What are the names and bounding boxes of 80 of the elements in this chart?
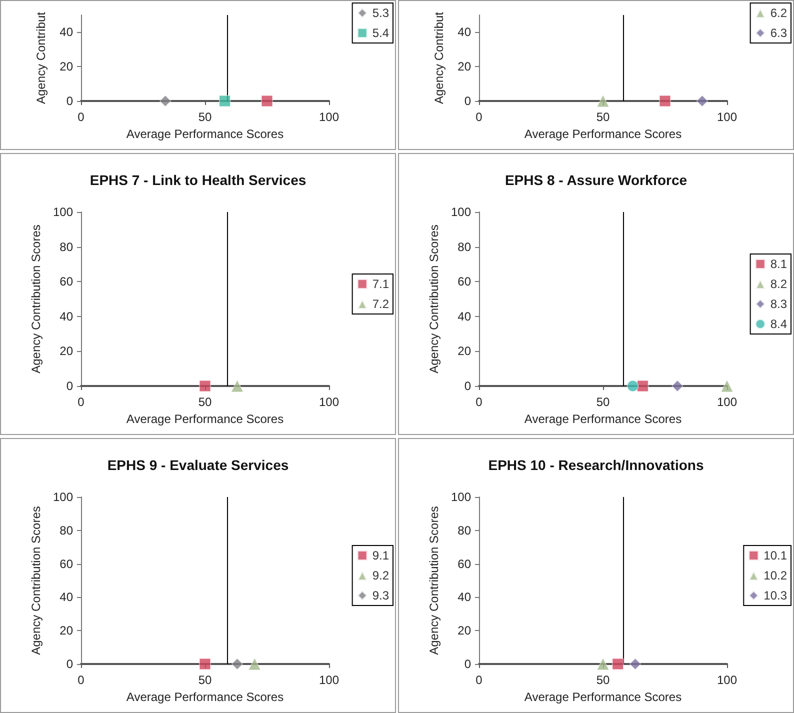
y-tick-label: 60 bbox=[458, 556, 472, 571]
x-tick-label: 50 bbox=[596, 395, 610, 409]
y-axis-title: Agency Contribut bbox=[34, 11, 48, 104]
x-tick-label: 50 bbox=[198, 673, 212, 687]
x-tick-label: 100 bbox=[716, 673, 738, 687]
y-axis-title: Agency Contribution Scores bbox=[29, 224, 44, 374]
x-tick-label: 100 bbox=[318, 110, 340, 124]
y-tick-label: 100 bbox=[52, 490, 74, 504]
x-tick-label: 100 bbox=[716, 110, 738, 124]
x-axis-title: Average Performance Scores bbox=[524, 126, 682, 141]
legend-label: 10.2 bbox=[764, 568, 788, 582]
legend-label: 6.3 bbox=[770, 26, 788, 40]
y-tick-label: 20 bbox=[458, 60, 472, 74]
y-tick-label: 0 bbox=[464, 379, 472, 393]
chart-title: EPHS 10 - Research/Innovations bbox=[488, 457, 704, 473]
y-tick-label: 100 bbox=[450, 205, 472, 219]
x-tick-label: 0 bbox=[476, 673, 483, 687]
legend-label: 8.4 bbox=[770, 317, 788, 331]
x-tick-label: 0 bbox=[476, 395, 483, 409]
x-tick-label: 50 bbox=[596, 110, 610, 124]
x-tick-label: 0 bbox=[78, 673, 85, 687]
y-tick-label: 40 bbox=[60, 309, 74, 324]
legend-label: 10.3 bbox=[764, 588, 788, 602]
legend-label: 7.2 bbox=[372, 297, 390, 311]
x-tick-label: 0 bbox=[78, 110, 85, 124]
y-axis-title: Agency Contribution Scores bbox=[427, 506, 442, 655]
x-tick-label: 0 bbox=[78, 395, 85, 409]
y-tick-label: 80 bbox=[458, 240, 472, 254]
y-tick-label: 80 bbox=[60, 240, 74, 254]
legend-label: 9.2 bbox=[372, 568, 390, 582]
y-tick-label: 0 bbox=[66, 379, 74, 393]
chart-title: EPHS 9 - Evaluate Services bbox=[107, 457, 289, 473]
x-tick-label: 50 bbox=[198, 395, 212, 409]
x-tick-label: 100 bbox=[716, 395, 738, 409]
y-tick-label: 80 bbox=[458, 523, 472, 538]
x-axis-title: Average Performance Scores bbox=[524, 412, 682, 426]
y-tick-label: 20 bbox=[60, 60, 74, 74]
legend-label: 8.3 bbox=[770, 297, 788, 311]
x-tick-label: 100 bbox=[318, 673, 340, 687]
y-tick-label: 20 bbox=[458, 624, 472, 638]
legend-label: 7.1 bbox=[372, 277, 390, 291]
x-axis-title: Average Performance Scores bbox=[126, 412, 284, 426]
y-tick-label: 100 bbox=[450, 490, 472, 504]
chart-title: EPHS 7 - Link to Health Services bbox=[90, 172, 306, 188]
chart-title: EPHS 8 - Assure Workforce bbox=[504, 172, 688, 188]
legend-label: 9.3 bbox=[372, 588, 390, 602]
y-tick-label: 40 bbox=[60, 25, 74, 40]
legend-label: 10.1 bbox=[764, 548, 788, 562]
legend-label: 5.3 bbox=[372, 6, 390, 20]
x-tick-label: 50 bbox=[596, 673, 610, 687]
x-axis-title: Average Performance Scores bbox=[126, 690, 284, 704]
y-tick-label: 40 bbox=[458, 25, 472, 40]
y-tick-label: 0 bbox=[66, 94, 74, 108]
y-tick-label: 40 bbox=[458, 590, 472, 604]
y-tick-label: 60 bbox=[60, 556, 74, 571]
x-axis-title: Average Performance Scores bbox=[524, 690, 682, 704]
x-axis-title: Average Performance Scores bbox=[126, 126, 284, 141]
legend-label: 5.4 bbox=[372, 26, 390, 40]
y-tick-label: 60 bbox=[458, 274, 472, 289]
y-tick-label: 80 bbox=[60, 523, 74, 538]
y-axis-title: Agency Contribution Scores bbox=[29, 506, 44, 655]
y-tick-label: 20 bbox=[458, 344, 472, 358]
legend-label: 8.2 bbox=[770, 277, 788, 291]
y-tick-label: 100 bbox=[52, 205, 74, 219]
x-tick-label: 0 bbox=[476, 110, 483, 124]
y-tick-label: 0 bbox=[464, 94, 472, 108]
legend-label: 8.1 bbox=[770, 257, 788, 271]
y-tick-label: 60 bbox=[60, 274, 74, 289]
y-axis-title: Agency Contribution Scores bbox=[427, 224, 442, 374]
y-tick-label: 40 bbox=[458, 309, 472, 324]
y-axis-title: Agency Contribut bbox=[432, 11, 446, 104]
legend-label: 9.1 bbox=[372, 548, 390, 562]
x-tick-label: 100 bbox=[318, 395, 340, 409]
y-tick-label: 0 bbox=[464, 657, 472, 671]
x-tick-label: 50 bbox=[198, 110, 212, 124]
y-tick-label: 40 bbox=[60, 590, 74, 604]
y-tick-label: 0 bbox=[66, 657, 74, 671]
y-tick-label: 20 bbox=[60, 624, 74, 638]
y-tick-label: 20 bbox=[60, 344, 74, 358]
legend-label: 6.2 bbox=[770, 6, 788, 20]
